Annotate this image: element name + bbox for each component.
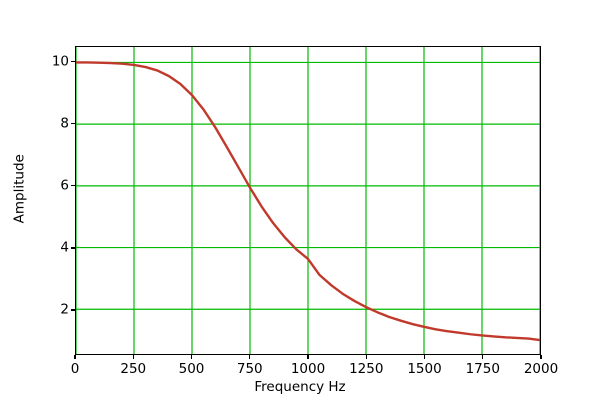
series-line <box>76 61 540 342</box>
plot-area <box>75 46 541 355</box>
x-tick-label: 2000 <box>523 361 559 377</box>
y-axis-label: Amplitude <box>11 154 28 224</box>
x-tick-label: 1000 <box>290 361 326 377</box>
y-tick-label: 2 <box>60 301 69 318</box>
y-tick-mark <box>71 185 75 187</box>
y-tick-label: 4 <box>60 239 69 256</box>
x-tick-label: 1250 <box>349 361 384 377</box>
x-tick-mark <box>249 355 251 359</box>
y-tick-mark <box>71 60 75 63</box>
grid-lines <box>76 47 540 354</box>
x-tick-label: 0 <box>70 361 80 377</box>
y-tick-label: 10 <box>51 52 69 69</box>
x-axis-label: Frequency Hz <box>254 379 346 395</box>
x-tick-label: 250 <box>120 361 147 377</box>
x-tick-label: 1500 <box>407 361 442 377</box>
x-tick-label: 500 <box>178 361 205 377</box>
x-tick-mark <box>190 355 193 359</box>
x-tick-label: 750 <box>236 361 263 377</box>
x-tick-mark <box>307 355 309 359</box>
x-tick-mark <box>540 355 542 359</box>
x-tick-mark <box>482 355 484 359</box>
amplitude-curve <box>76 61 540 342</box>
x-tick-mark <box>74 355 76 359</box>
y-tick-label: 8 <box>60 114 69 131</box>
y-tick-mark <box>71 122 75 125</box>
y-tick-mark <box>71 309 75 311</box>
x-tick-mark <box>423 355 426 359</box>
y-tick-label: 6 <box>60 176 69 193</box>
x-tick-mark <box>365 355 367 359</box>
y-tick-mark <box>71 247 75 249</box>
x-tick-label: 1750 <box>465 361 500 377</box>
x-tick-mark <box>132 355 134 359</box>
